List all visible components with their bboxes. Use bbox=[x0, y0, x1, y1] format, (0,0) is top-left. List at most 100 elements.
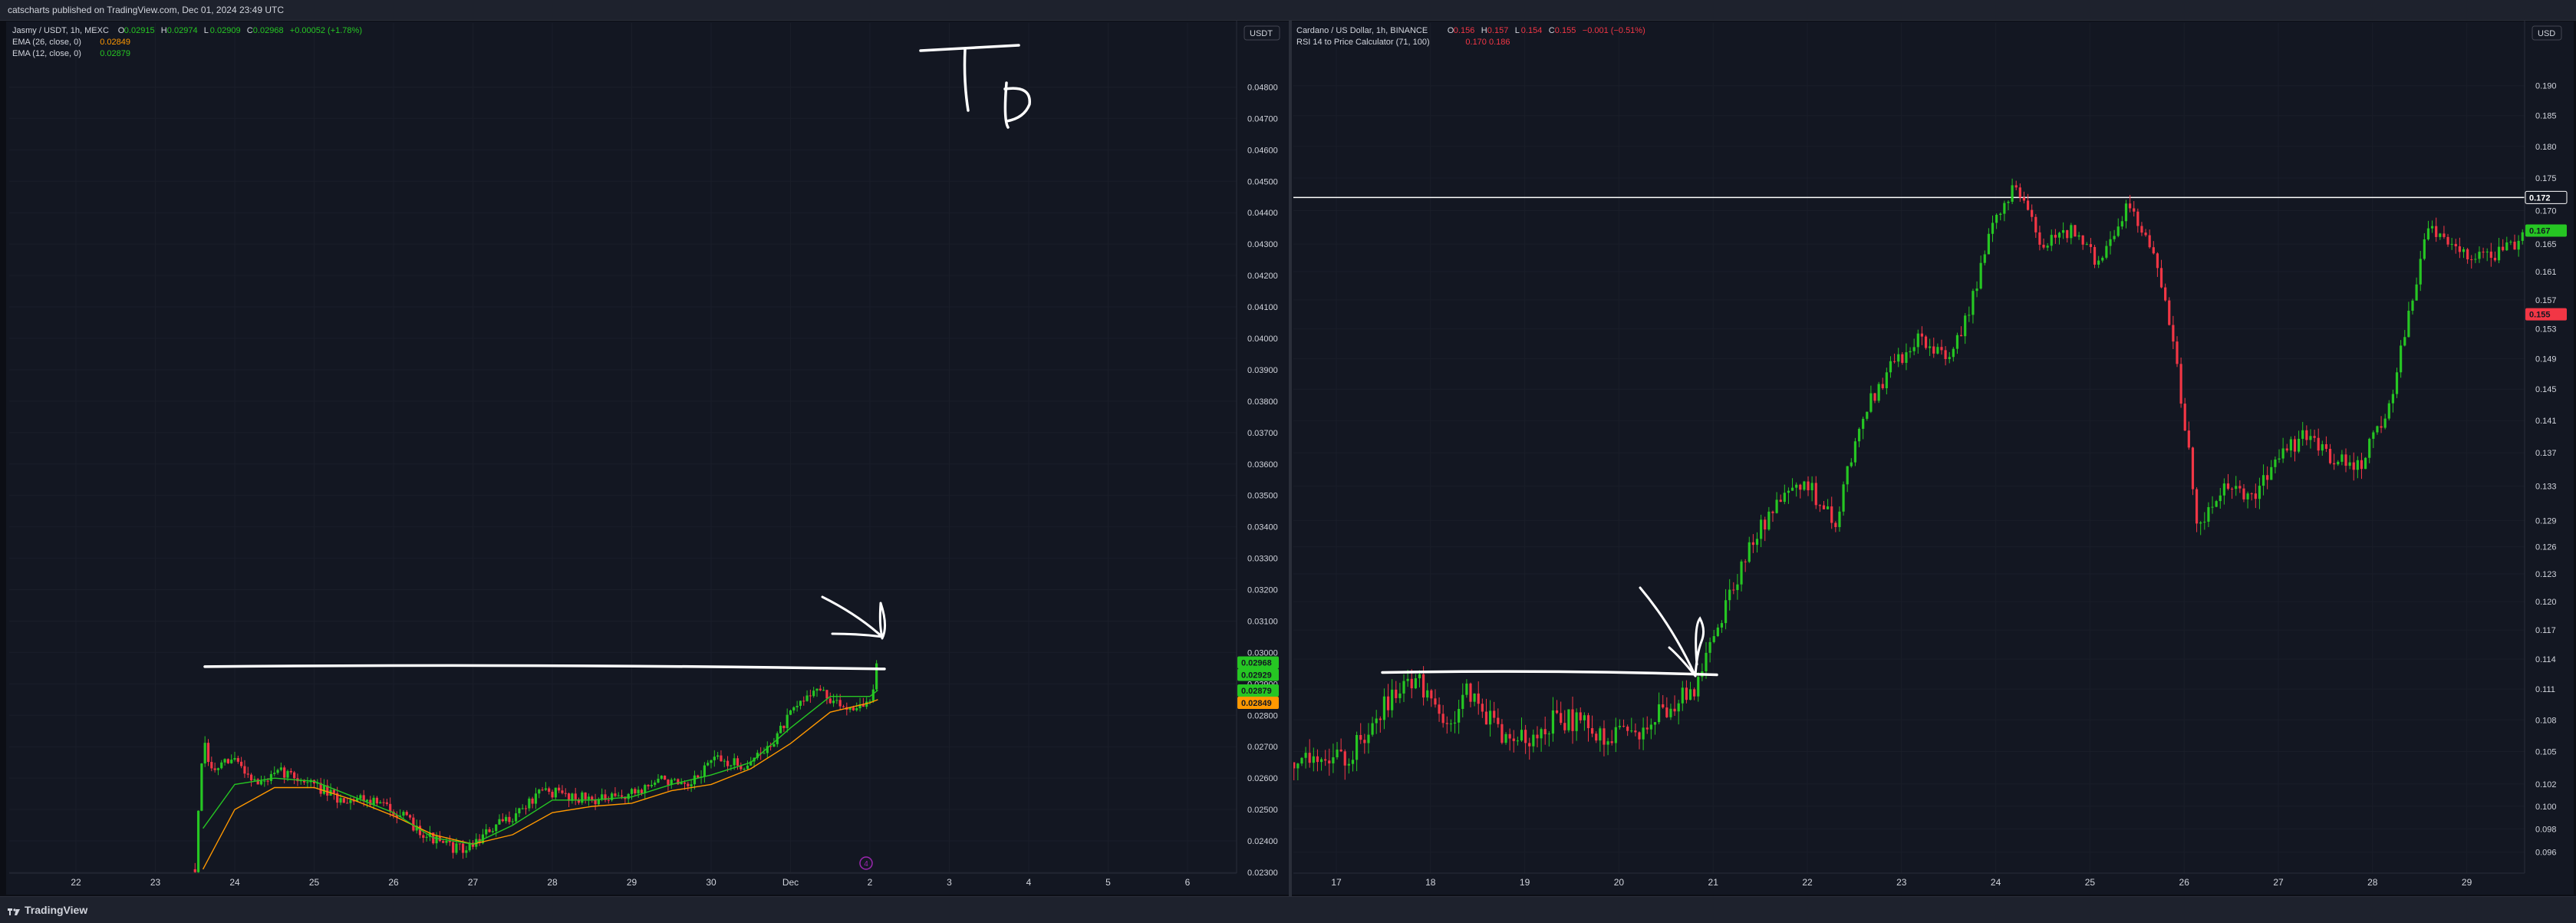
price-axis-tick-label: 0.096 bbox=[2535, 849, 2557, 858]
candle-body bbox=[1909, 351, 1912, 353]
right-time-axis[interactable]: 17 18 19 20 21 22 23 24 25 26 27 28 29 bbox=[1293, 872, 2525, 888]
candle-body bbox=[680, 782, 683, 785]
candle-body bbox=[2261, 475, 2265, 486]
left-time-axis[interactable]: 22 23 24 25 26 27 28 29 30 Dec 2 3 4 5 6 bbox=[9, 872, 1237, 888]
candle-body bbox=[2505, 242, 2508, 251]
publish-info: catscharts published on TradingView.com,… bbox=[8, 5, 284, 15]
candle-body bbox=[1983, 254, 1986, 263]
candle-body bbox=[825, 690, 828, 699]
candle-body bbox=[1748, 542, 1751, 562]
price-axis-tick-label: 0.157 bbox=[2535, 296, 2557, 305]
price-axis-tick-label: 0.04300 bbox=[1247, 240, 1278, 249]
time-axis-tick-label: 19 bbox=[1520, 877, 1530, 888]
candle-body bbox=[508, 816, 511, 822]
candle-body bbox=[495, 824, 498, 832]
candle-body bbox=[1524, 730, 1527, 743]
candle-body bbox=[468, 842, 471, 851]
candle-body bbox=[534, 793, 538, 804]
candle-body bbox=[865, 701, 868, 707]
candle-body bbox=[2376, 426, 2379, 433]
candle-body bbox=[2324, 443, 2328, 450]
price-axis-tick-label: 0.04000 bbox=[1247, 335, 1278, 344]
price-axis-tick-label: 0.185 bbox=[2535, 112, 2557, 121]
candle-body bbox=[2368, 438, 2371, 458]
right-price-axis[interactable]: 0.190 0.185 0.180 0.175 0.170 0.165 0.161 0.157… bbox=[2524, 20, 2568, 873]
candle-body bbox=[1614, 727, 1617, 743]
price-axis-tick-label: 0.03200 bbox=[1247, 586, 1278, 595]
ohlc-label: L bbox=[204, 26, 209, 35]
candle-body bbox=[2179, 364, 2182, 404]
pane-divider[interactable] bbox=[1289, 20, 1292, 896]
candle-body bbox=[858, 704, 861, 709]
candle-body bbox=[2093, 246, 2097, 265]
candle-body bbox=[799, 700, 802, 706]
candle-body bbox=[693, 775, 697, 785]
candle-body bbox=[2454, 243, 2457, 247]
candle-body bbox=[1328, 760, 1331, 763]
tradingview-logo-icon bbox=[8, 906, 20, 915]
tradingview-logo[interactable]: TradingView bbox=[8, 904, 87, 916]
ohlc-label: L bbox=[1515, 26, 1520, 35]
candle-body bbox=[1421, 674, 1425, 698]
candle-body bbox=[216, 768, 220, 770]
candle-body bbox=[213, 768, 216, 770]
candle-body bbox=[2116, 226, 2120, 236]
candle-body bbox=[1293, 762, 1296, 769]
currency-button[interactable] bbox=[2532, 25, 2562, 41]
price-label-text: 0.02849 bbox=[1241, 699, 1272, 708]
candle-body bbox=[491, 831, 494, 832]
left-price-axis[interactable]: 0.04800 0.04700 0.04600 0.04500 0.04400 0.043… bbox=[1236, 20, 1280, 878]
candle-body bbox=[339, 798, 342, 803]
candle-body bbox=[518, 808, 521, 814]
price-axis-tick-label: 0.111 bbox=[2535, 685, 2555, 694]
candle-body bbox=[673, 779, 677, 780]
candle-body bbox=[1547, 733, 1550, 735]
candle-body bbox=[1822, 505, 1826, 509]
price-axis-tick-label: 0.03300 bbox=[1247, 555, 1278, 564]
candle-body bbox=[1924, 336, 1928, 348]
candle-body bbox=[1830, 506, 1833, 523]
candle-body bbox=[2014, 185, 2018, 188]
candle-body bbox=[1972, 291, 1975, 315]
currency-button[interactable] bbox=[1244, 25, 1280, 41]
candle-body bbox=[203, 743, 206, 764]
candle-body bbox=[1398, 693, 1402, 698]
candle-body bbox=[1359, 734, 1362, 740]
candle-body bbox=[379, 802, 382, 804]
price-axis-tick-label: 0.03600 bbox=[1247, 460, 1278, 470]
candle-body bbox=[1681, 687, 1684, 704]
candle-body bbox=[293, 772, 296, 779]
candle-body bbox=[2176, 341, 2179, 364]
candle-body bbox=[206, 743, 210, 763]
candle-body bbox=[1595, 733, 1598, 741]
candle-body bbox=[528, 798, 531, 809]
price-label-badge bbox=[1237, 656, 1279, 669]
price-axis-tick-label: 0.04100 bbox=[1247, 303, 1278, 312]
candle-body bbox=[2219, 495, 2222, 502]
candle-body bbox=[2026, 200, 2030, 210]
candle-body bbox=[2089, 244, 2093, 247]
event-marker-icon[interactable] bbox=[859, 856, 873, 870]
candle-body bbox=[342, 798, 345, 803]
candle-body bbox=[322, 785, 326, 794]
candle-body bbox=[2258, 486, 2261, 499]
price-axis-tick-label: 0.126 bbox=[2535, 543, 2557, 552]
indicator-label: RSI 14 to Price Calculator (71, 100) bbox=[1296, 38, 1430, 47]
candle-body bbox=[2419, 259, 2422, 285]
footer-bar: TradingView bbox=[0, 896, 2576, 923]
candle-body bbox=[1760, 519, 1763, 539]
candle-body bbox=[551, 791, 554, 798]
candle-body bbox=[2337, 461, 2340, 465]
candle-body bbox=[385, 802, 388, 804]
candle-body bbox=[1438, 704, 1441, 714]
price-axis-tick-label: 0.117 bbox=[2535, 626, 2556, 635]
candle-body bbox=[2018, 187, 2021, 198]
candle-body bbox=[1810, 483, 1813, 490]
charts-area: 4 0.048000.047000.046000.045000.044000.0… bbox=[6, 20, 2574, 896]
candle-body bbox=[2293, 439, 2297, 452]
candle-body bbox=[815, 688, 819, 691]
candle-body bbox=[756, 753, 759, 758]
candle-body bbox=[233, 758, 236, 760]
candle-body bbox=[1905, 352, 1908, 363]
